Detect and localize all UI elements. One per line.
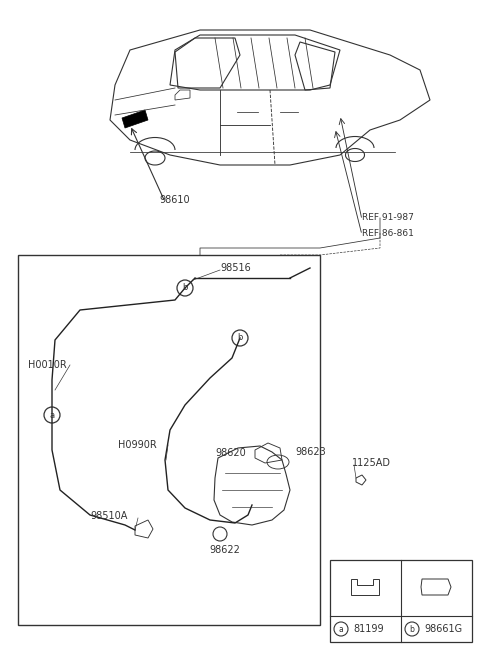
Text: a: a <box>338 625 343 634</box>
Text: b: b <box>182 283 188 293</box>
Text: REF 86-861: REF 86-861 <box>362 228 414 237</box>
Text: 98610: 98610 <box>160 195 190 205</box>
Text: 98622: 98622 <box>210 545 240 555</box>
Text: b: b <box>237 333 243 342</box>
Text: REF 91-987: REF 91-987 <box>362 213 414 222</box>
Text: 1125AD: 1125AD <box>352 458 391 468</box>
Polygon shape <box>122 110 148 128</box>
Text: 98620: 98620 <box>215 448 246 458</box>
Text: a: a <box>49 411 55 419</box>
Text: 81199: 81199 <box>353 624 384 634</box>
Bar <box>330 560 472 642</box>
Text: H0010R: H0010R <box>28 360 67 370</box>
Text: b: b <box>409 625 414 634</box>
Text: 98623: 98623 <box>295 447 326 457</box>
Bar <box>18 255 320 625</box>
Text: H0990R: H0990R <box>118 440 157 450</box>
Text: 98510A: 98510A <box>90 511 127 521</box>
Text: 98516: 98516 <box>220 263 251 273</box>
Text: 98661G: 98661G <box>424 624 462 634</box>
